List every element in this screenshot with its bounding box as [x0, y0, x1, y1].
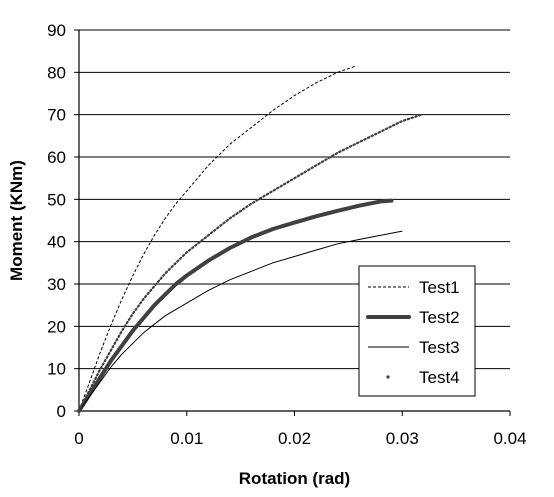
- y-tick-labels: 0 10 20 30 40 50 60 70 80 90: [47, 21, 66, 421]
- x-tick-labels: 0 0.01 0.02 0.03 0.04: [74, 429, 526, 448]
- y-tick-label: 70: [47, 106, 66, 125]
- axes: [74, 29, 511, 416]
- x-tick-label: 0.03: [386, 429, 419, 448]
- y-tick-label: 60: [47, 148, 66, 167]
- y-tick-label: 10: [47, 360, 66, 379]
- y-tick-label: 30: [47, 275, 66, 294]
- legend-label-test4: Test4: [419, 368, 460, 387]
- x-tick-label: 0.04: [493, 429, 526, 448]
- series-line-test4: [77, 113, 423, 413]
- legend-label-test3: Test3: [419, 338, 460, 357]
- y-tick-label: 20: [47, 317, 66, 336]
- y-tick-label: 80: [47, 63, 66, 82]
- x-tick-label: 0.02: [278, 429, 311, 448]
- legend-label-test1: Test1: [419, 278, 460, 297]
- y-axis-title: Moment (KNm): [7, 160, 26, 281]
- series-line-test2: [77, 198, 394, 413]
- y-tick-label: 0: [57, 402, 66, 421]
- x-axis-title: Rotation (rad): [239, 469, 350, 488]
- x-tick-label: 0.01: [170, 429, 203, 448]
- series-line-test3: [78, 230, 403, 412]
- y-tick-label: 50: [47, 190, 66, 209]
- y-tick-label: 90: [47, 21, 66, 40]
- x-tick-label: 0: [74, 429, 83, 448]
- legend: Test1 Test2 Test3 Test4: [358, 265, 476, 397]
- series-lines: [77, 65, 423, 413]
- series-line-test1: [78, 65, 357, 412]
- legend-box: [358, 265, 476, 397]
- y-tick-label: 40: [47, 233, 66, 252]
- legend-swatch-test4: [386, 375, 390, 379]
- gridlines: [79, 29, 510, 370]
- legend-label-test2: Test2: [419, 308, 460, 327]
